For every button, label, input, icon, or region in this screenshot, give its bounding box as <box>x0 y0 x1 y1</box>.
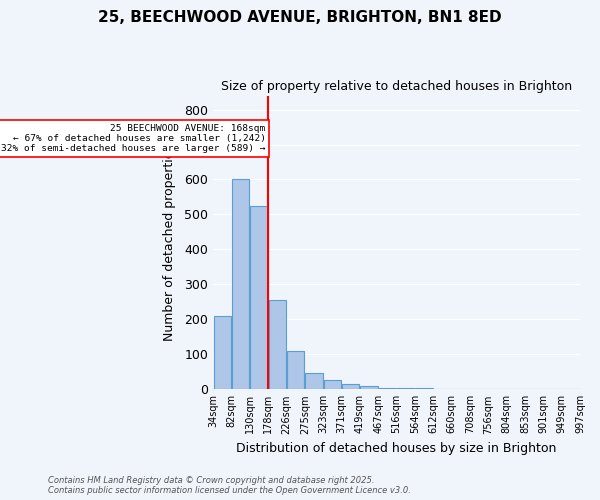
Title: Size of property relative to detached houses in Brighton: Size of property relative to detached ho… <box>221 80 572 93</box>
Bar <box>397 388 415 390</box>
Bar <box>287 351 304 390</box>
Bar <box>269 300 286 390</box>
Bar <box>305 372 323 390</box>
Bar <box>379 388 396 390</box>
Bar <box>342 384 359 390</box>
Y-axis label: Number of detached properties: Number of detached properties <box>163 144 176 341</box>
Text: 25, BEECHWOOD AVENUE, BRIGHTON, BN1 8ED: 25, BEECHWOOD AVENUE, BRIGHTON, BN1 8ED <box>98 10 502 25</box>
Bar <box>214 316 231 390</box>
Bar <box>250 206 268 390</box>
Bar <box>324 380 341 390</box>
Bar <box>415 388 433 390</box>
Bar <box>232 180 250 390</box>
Text: Contains HM Land Registry data © Crown copyright and database right 2025.
Contai: Contains HM Land Registry data © Crown c… <box>48 476 411 495</box>
Bar <box>434 388 451 390</box>
Bar <box>361 386 378 390</box>
Bar <box>470 388 488 390</box>
Text: 25 BEECHWOOD AVENUE: 168sqm
← 67% of detached houses are smaller (1,242)
32% of : 25 BEECHWOOD AVENUE: 168sqm ← 67% of det… <box>1 124 266 154</box>
X-axis label: Distribution of detached houses by size in Brighton: Distribution of detached houses by size … <box>236 442 557 455</box>
